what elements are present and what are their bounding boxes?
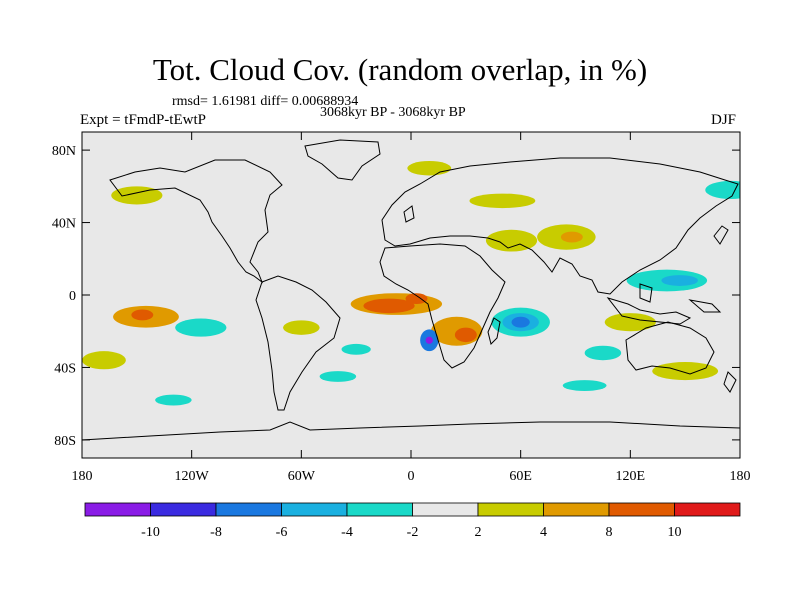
colorbar-label: 8 bbox=[606, 525, 613, 540]
anomaly-contour bbox=[319, 371, 357, 382]
anomaly-contour bbox=[562, 380, 607, 391]
anomaly-contour bbox=[454, 327, 477, 343]
anomaly-contour bbox=[425, 336, 433, 344]
colorbar-segment bbox=[477, 502, 544, 517]
anomaly-contour bbox=[661, 275, 698, 286]
anomaly-contour bbox=[175, 318, 227, 337]
lat-tick-label: 0 bbox=[69, 289, 76, 304]
colorbar-segment bbox=[543, 502, 610, 517]
latitude-axis: 80N 40N 0 40S 80S bbox=[52, 144, 740, 449]
season-label: DJF bbox=[711, 112, 737, 128]
colorbar-label: -6 bbox=[276, 525, 288, 540]
anomaly-contour bbox=[652, 362, 719, 381]
lat-tick-label: 40N bbox=[52, 217, 76, 232]
lon-tick-label: 180 bbox=[730, 469, 751, 484]
colorbar-label: -2 bbox=[407, 525, 419, 540]
lon-tick-label: 0 bbox=[408, 469, 415, 484]
anomaly-contour bbox=[283, 320, 320, 335]
anomaly-contour bbox=[407, 160, 452, 176]
colorbar-label: 2 bbox=[475, 525, 482, 540]
colorbar-segment bbox=[346, 502, 413, 517]
anomaly-contour bbox=[82, 351, 126, 370]
map-title: Tot. Cloud Cov. (random overlap, in %) bbox=[152, 52, 648, 87]
anomaly-contour bbox=[363, 298, 415, 314]
anomaly-contour bbox=[131, 309, 154, 321]
colorbar-label: 10 bbox=[668, 525, 682, 540]
lon-tick-label: 180 bbox=[72, 469, 93, 484]
anomaly-contour bbox=[511, 316, 530, 328]
anomaly-layer bbox=[82, 160, 740, 406]
lon-tick-label: 120W bbox=[175, 469, 210, 484]
colorbar-segment bbox=[674, 502, 741, 517]
colorbar: -10 -8 -6 -4 -2 2 4 8 10 bbox=[84, 502, 741, 540]
colorbar-label: -4 bbox=[341, 525, 353, 540]
anomaly-contour bbox=[341, 343, 371, 355]
lat-tick-label: 40S bbox=[54, 361, 76, 376]
lat-tick-label: 80N bbox=[52, 144, 76, 159]
anomaly-contour bbox=[705, 180, 740, 200]
lon-tick-label: 60W bbox=[288, 469, 316, 484]
lat-tick-label: 80S bbox=[54, 434, 76, 449]
colorbar-segment bbox=[150, 502, 217, 517]
period-label: 3068kyr BP - 3068kyr BP bbox=[320, 105, 466, 120]
anomaly-contour bbox=[155, 394, 192, 406]
lon-tick-label: 60E bbox=[509, 469, 532, 484]
anomaly-contour bbox=[405, 293, 428, 305]
anomaly-contour bbox=[584, 345, 622, 361]
colorbar-label: -10 bbox=[141, 525, 160, 540]
colorbar-label: 4 bbox=[540, 525, 547, 540]
colorbar-label: -8 bbox=[210, 525, 222, 540]
coastlines bbox=[82, 139, 740, 441]
anomaly-contour bbox=[560, 231, 583, 243]
anomaly-contour bbox=[111, 186, 163, 205]
lon-tick-label: 120E bbox=[616, 469, 646, 484]
colorbar-segment bbox=[281, 502, 348, 517]
anomaly-contour bbox=[469, 193, 536, 209]
colorbar-segment bbox=[215, 502, 282, 517]
longitude-axis: 180 120W 60W 0 60E 120E 180 bbox=[72, 132, 751, 484]
stats-text: rmsd= 1.61981 diff= 0.00688934 bbox=[172, 94, 359, 109]
colorbar-segment bbox=[608, 502, 675, 517]
colorbar-segment bbox=[84, 502, 151, 517]
colorbar-segment bbox=[412, 502, 479, 517]
experiment-label: Expt = tFmdP-tEwtP bbox=[80, 112, 206, 128]
anomaly-contour bbox=[604, 313, 656, 332]
